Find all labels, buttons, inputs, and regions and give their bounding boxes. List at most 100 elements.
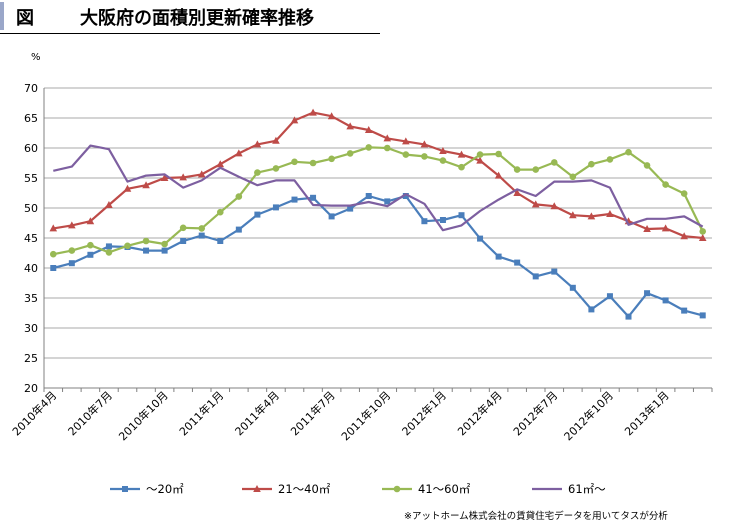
data-point bbox=[50, 265, 57, 271]
data-point bbox=[291, 158, 298, 166]
data-point bbox=[49, 250, 57, 258]
legend-label: ～20㎡ bbox=[146, 482, 184, 496]
data-point bbox=[662, 297, 669, 304]
data-point bbox=[643, 162, 651, 169]
data-point bbox=[569, 284, 576, 291]
data-point bbox=[309, 159, 317, 167]
page-title: 大阪府の面積別更新確率推移 bbox=[80, 8, 314, 29]
data-point bbox=[513, 189, 521, 196]
y-tick-label: 25 bbox=[24, 352, 38, 365]
data-point bbox=[160, 174, 169, 181]
data-point bbox=[606, 293, 613, 300]
data-point bbox=[644, 290, 651, 297]
data-point bbox=[384, 198, 391, 205]
data-point bbox=[346, 150, 354, 157]
data-point bbox=[495, 150, 502, 158]
legend-label: 41～60㎡ bbox=[418, 482, 471, 496]
data-point bbox=[402, 151, 410, 158]
data-point bbox=[143, 247, 150, 254]
data-point bbox=[393, 485, 401, 493]
data-point bbox=[458, 212, 465, 219]
data-point bbox=[364, 126, 373, 133]
data-point bbox=[439, 157, 447, 164]
data-point bbox=[458, 163, 465, 171]
data-point bbox=[532, 166, 540, 173]
data-point bbox=[235, 149, 243, 157]
data-point bbox=[122, 486, 128, 492]
data-point bbox=[588, 160, 595, 168]
data-point bbox=[216, 160, 225, 168]
data-point bbox=[253, 485, 261, 492]
series-line bbox=[53, 194, 703, 318]
data-point bbox=[551, 268, 558, 275]
data-point bbox=[87, 251, 94, 258]
data-point bbox=[328, 213, 335, 220]
data-point bbox=[420, 140, 429, 148]
data-point bbox=[383, 144, 391, 152]
data-point bbox=[569, 211, 577, 219]
x-tick-label: 2013年1月 bbox=[622, 388, 672, 438]
data-point bbox=[662, 181, 669, 188]
x-tick-label: 2012年7月 bbox=[510, 388, 560, 438]
header-rule bbox=[0, 33, 380, 34]
legend-label: 61㎡～ bbox=[568, 482, 606, 496]
data-point bbox=[86, 217, 95, 225]
data-point bbox=[588, 306, 595, 313]
y-tick-label: 60 bbox=[24, 142, 38, 155]
data-point bbox=[421, 153, 428, 160]
figure-label: 図 bbox=[16, 8, 34, 29]
data-point bbox=[494, 171, 503, 179]
data-point bbox=[439, 147, 447, 154]
data-point bbox=[272, 136, 280, 144]
data-point bbox=[272, 204, 279, 211]
data-point bbox=[198, 225, 206, 232]
y-tick-label: 45 bbox=[24, 232, 38, 245]
data-point bbox=[253, 140, 262, 148]
y-tick-label: 50 bbox=[24, 202, 38, 215]
data-point bbox=[272, 165, 280, 172]
series-line bbox=[53, 144, 704, 232]
data-point bbox=[699, 312, 706, 319]
data-point bbox=[124, 242, 131, 250]
data-point bbox=[402, 193, 409, 199]
data-point bbox=[476, 156, 484, 164]
data-point bbox=[142, 181, 150, 189]
y-tick-label: 20 bbox=[24, 382, 38, 395]
y-tick-label: 35 bbox=[24, 292, 38, 305]
data-point bbox=[531, 200, 540, 208]
data-point bbox=[513, 166, 521, 173]
data-point bbox=[179, 173, 187, 181]
x-tick-label: 2011年4月 bbox=[232, 388, 282, 438]
data-point bbox=[347, 205, 354, 212]
legend-label: 21～40㎡ bbox=[278, 482, 331, 496]
data-point bbox=[123, 184, 132, 192]
data-point bbox=[235, 193, 243, 200]
chart-series bbox=[49, 108, 707, 320]
x-tick-label: 2010年10月 bbox=[116, 388, 171, 443]
data-point bbox=[606, 210, 614, 217]
header-accent-bar bbox=[0, 2, 4, 30]
x-tick-label: 2011年10月 bbox=[338, 388, 393, 443]
x-tick-label: 2012年4月 bbox=[455, 388, 505, 438]
data-point bbox=[680, 232, 688, 240]
data-point bbox=[476, 151, 484, 158]
data-point bbox=[439, 217, 446, 223]
data-point bbox=[309, 108, 317, 116]
data-point bbox=[681, 307, 688, 314]
data-point bbox=[68, 247, 76, 254]
y-tick-label: 70 bbox=[24, 82, 38, 95]
series-1 bbox=[50, 193, 706, 320]
data-point bbox=[680, 190, 688, 197]
data-point bbox=[327, 112, 336, 120]
x-tick-label: 2012年1月 bbox=[399, 388, 449, 438]
y-tick-label: 55 bbox=[24, 172, 38, 185]
data-point bbox=[68, 260, 75, 267]
chart-legend: ～20㎡ 21～40㎡ 41～60㎡ 61㎡～ bbox=[110, 482, 606, 496]
x-tick-label: 2011年1月 bbox=[176, 388, 226, 438]
y-tick-label: 30 bbox=[24, 322, 38, 335]
data-point bbox=[161, 240, 168, 248]
data-point bbox=[105, 201, 113, 208]
data-point bbox=[550, 159, 558, 166]
